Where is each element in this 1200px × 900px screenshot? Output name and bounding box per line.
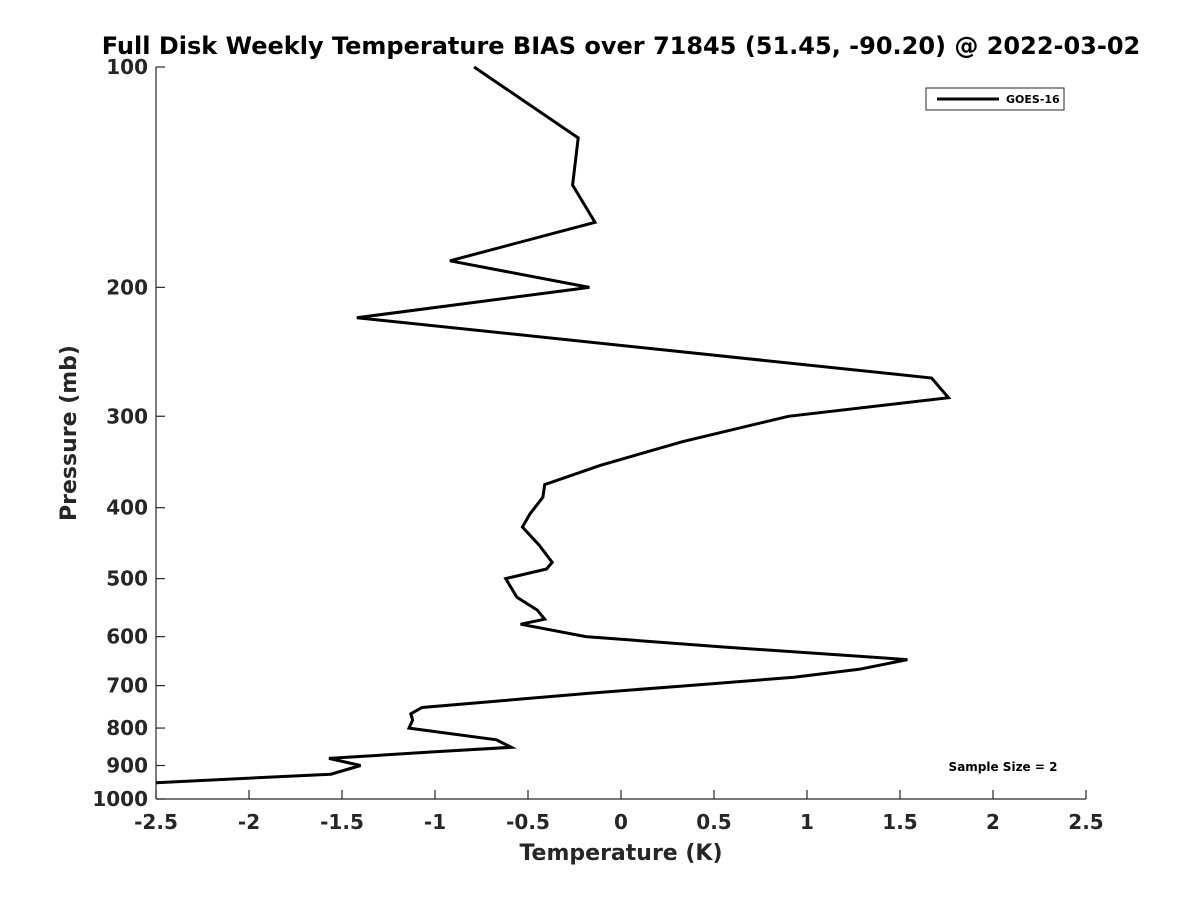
x-tick-label: 2.5 [1068, 810, 1103, 834]
y-ticks: 100 200 300 400 500 600 700 800 900 1000 [92, 55, 165, 811]
y-tick-label: 900 [106, 754, 148, 778]
x-tick-label: 1 [800, 810, 814, 834]
y-tick-label: 300 [106, 404, 148, 428]
y-tick-label: 400 [106, 496, 148, 520]
y-tick-label: 500 [106, 567, 148, 591]
legend-label: GOES-16 [1006, 93, 1060, 106]
x-tick-label: -0.5 [506, 810, 550, 834]
chart-title: Full Disk Weekly Temperature BIAS over 7… [102, 32, 1141, 60]
x-tick-label: -1.5 [320, 810, 364, 834]
y-tick-label: 1000 [92, 787, 148, 811]
y-axis-label: Pressure (mb) [57, 345, 82, 521]
x-tick-label: 1.5 [882, 810, 917, 834]
y-tick-label: 700 [106, 674, 148, 698]
x-tick-label: -2 [238, 810, 260, 834]
x-ticks: -2.5 -2 -1.5 -1 -0.5 0 0.5 1 1.5 2 2.5 [134, 790, 1104, 834]
sample-size-annotation: Sample Size = 2 [949, 760, 1058, 774]
x-tick-label: -2.5 [134, 810, 178, 834]
x-tick-label: 0.5 [696, 810, 731, 834]
legend: GOES-16 [925, 87, 1065, 111]
axes [155, 67, 1086, 800]
x-tick-label: -1 [424, 810, 446, 834]
series-line-0 [155, 65, 952, 785]
y-tick-label: 800 [106, 716, 148, 740]
x-axis-label: Temperature (K) [519, 841, 722, 866]
x-tick-label: 0 [614, 810, 628, 834]
series-layer [155, 65, 952, 785]
x-tick-label: 2 [986, 810, 1000, 834]
y-tick-label: 100 [106, 55, 148, 79]
y-tick-label: 600 [106, 625, 148, 649]
y-tick-label: 200 [106, 275, 148, 299]
